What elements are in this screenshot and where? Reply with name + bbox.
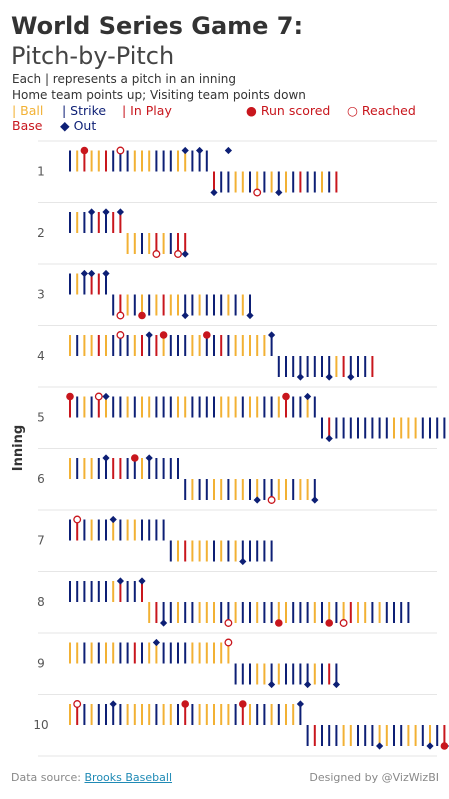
out-marker xyxy=(426,742,434,750)
reached-base-marker xyxy=(94,392,103,401)
inning-label: 5 xyxy=(37,411,45,425)
legend-inplay: | In Play xyxy=(122,103,172,118)
out-marker xyxy=(80,269,88,278)
out-marker xyxy=(116,208,124,216)
reached-base-marker xyxy=(73,515,82,524)
description-line-1: Each | represents a pitch in an inning xyxy=(12,72,237,86)
out-marker xyxy=(152,638,160,647)
out-marker xyxy=(181,250,189,258)
legend-out: ◆ Out xyxy=(60,118,97,133)
inning-label: 3 xyxy=(37,288,45,302)
inning-label: 2 xyxy=(37,226,45,240)
out-marker xyxy=(181,311,189,320)
chart-title: World Series Game 7: xyxy=(11,12,304,40)
out-marker xyxy=(268,680,276,689)
reached-base-marker xyxy=(224,619,233,627)
out-marker xyxy=(145,454,153,462)
reached-base-marker xyxy=(116,146,125,155)
run-scored-marker xyxy=(66,392,74,401)
out-marker xyxy=(102,208,110,216)
out-marker xyxy=(304,680,312,689)
data-source-link[interactable]: Brooks Baseball xyxy=(84,771,173,784)
run-scored-marker xyxy=(325,619,334,627)
data-source: Data source: Brooks Baseball xyxy=(11,771,172,784)
out-marker xyxy=(325,434,333,443)
legend-run-scored: ● Run scored xyxy=(246,103,331,118)
legend-reached-base: ○ Reached xyxy=(347,103,416,118)
reached-base-marker xyxy=(174,250,182,258)
out-marker xyxy=(376,742,384,750)
run-scored-marker xyxy=(275,619,283,627)
run-scored-marker xyxy=(159,331,168,339)
out-marker xyxy=(102,269,110,278)
data-source-label: Data source: xyxy=(11,771,81,784)
run-scored-marker xyxy=(203,331,211,339)
out-marker xyxy=(181,146,189,155)
run-scored-marker xyxy=(138,311,146,320)
inning-label: 6 xyxy=(37,472,45,486)
reached-base-marker xyxy=(152,250,161,258)
reached-base-marker xyxy=(116,331,125,339)
reached-base-marker xyxy=(116,311,125,320)
out-marker xyxy=(296,373,304,381)
inning-label: 1 xyxy=(37,165,45,179)
run-scored-marker xyxy=(282,392,290,401)
reached-base-marker xyxy=(267,496,276,504)
run-scored-marker xyxy=(440,742,449,750)
run-scored-marker xyxy=(181,700,189,708)
legend-reached-base-cont: Base xyxy=(12,118,43,133)
inning-label: 8 xyxy=(37,595,45,609)
out-marker xyxy=(88,269,96,278)
out-marker xyxy=(224,146,232,155)
out-marker xyxy=(102,454,110,462)
out-marker xyxy=(347,373,355,381)
out-marker xyxy=(304,392,312,401)
run-scored-marker xyxy=(131,454,139,462)
out-marker xyxy=(138,577,146,585)
reached-base-marker xyxy=(73,700,82,708)
reached-base-marker xyxy=(339,619,348,627)
out-marker xyxy=(239,557,247,566)
inning-label: 9 xyxy=(37,657,45,671)
out-marker xyxy=(210,188,218,197)
out-marker xyxy=(109,515,117,524)
run-scored-marker xyxy=(239,700,247,708)
out-marker xyxy=(332,680,340,689)
out-marker xyxy=(268,331,276,339)
chart-subtitle-title: Pitch-by-Pitch xyxy=(11,42,175,70)
out-marker xyxy=(311,496,319,504)
out-marker xyxy=(88,208,96,216)
out-marker xyxy=(145,331,153,339)
out-marker xyxy=(296,700,304,708)
inning-label: 7 xyxy=(37,534,45,548)
out-marker xyxy=(109,700,117,708)
legend-ball: | Ball xyxy=(12,103,44,118)
inning-label: 10 xyxy=(33,718,48,732)
y-axis-label: Inning xyxy=(11,425,26,471)
out-marker xyxy=(116,577,124,585)
out-marker xyxy=(196,146,204,155)
reached-base-marker xyxy=(224,638,233,647)
out-marker xyxy=(102,392,110,401)
designer-credit: Designed by @VizWizBI xyxy=(309,771,439,784)
description-line-2: Home team points up; Visiting team point… xyxy=(12,88,306,102)
out-marker xyxy=(246,311,254,320)
reached-base-marker xyxy=(253,188,262,197)
out-marker xyxy=(325,373,333,381)
out-marker xyxy=(253,496,261,504)
out-marker xyxy=(160,619,168,627)
out-marker xyxy=(275,188,283,197)
run-scored-marker xyxy=(80,146,89,155)
inning-label: 4 xyxy=(37,349,45,363)
legend-strike: | Strike xyxy=(62,103,107,118)
